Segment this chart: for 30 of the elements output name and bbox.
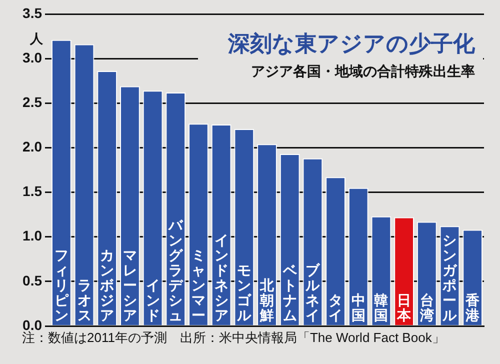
x-tick-label: ベトナム [282,262,298,323]
x-tick-label: ラオス [76,277,92,323]
y-tick-label: 1.0 [22,228,42,244]
x-tick-label: 台湾 [418,292,435,323]
text: アジア各国・地域の合計特殊出生率 [250,62,476,81]
y-tick-label: 0.5 [22,272,42,288]
x-tick-label: モンゴル [236,262,252,323]
text: 深刻な東アジアの少子化 [226,30,476,58]
text: 注：数値は2011年の予測 出所：米中央情報局「The World Fact Book」 [22,330,445,347]
y-tick-label: 2.5 [22,94,42,110]
x-tick-label: カンボジア [99,247,116,323]
x-tick-label: インド [144,277,161,323]
y-tick-label: 2.0 [22,138,42,155]
x-tick-label: 北朝鮮 [259,277,275,323]
y-axis-title: 人 [30,30,43,48]
y-tick-label: 3.5 [22,4,42,21]
x-tick-label: ブルネイ [304,262,321,323]
x-tick-label: フィリピン [53,247,70,323]
x-tick-label: シンガポール [442,232,458,323]
x-tick-label: バングラデシュ [168,217,184,323]
y-tick-label: 3.0 [22,49,42,66]
x-tick-label: マレーシア [122,247,138,323]
x-tick-label: 中国 [350,292,366,323]
x-tick-label: 香港 [464,292,481,323]
x-tick-label: 日本 [396,292,412,323]
x-tick-label: タイ [328,292,344,323]
x-tick-label: 韓国 [373,292,390,323]
y-tick-label: 1.5 [22,183,42,200]
x-tick-label: ミャンマー [190,247,206,323]
x-tick-label: インドネシア [213,232,230,323]
